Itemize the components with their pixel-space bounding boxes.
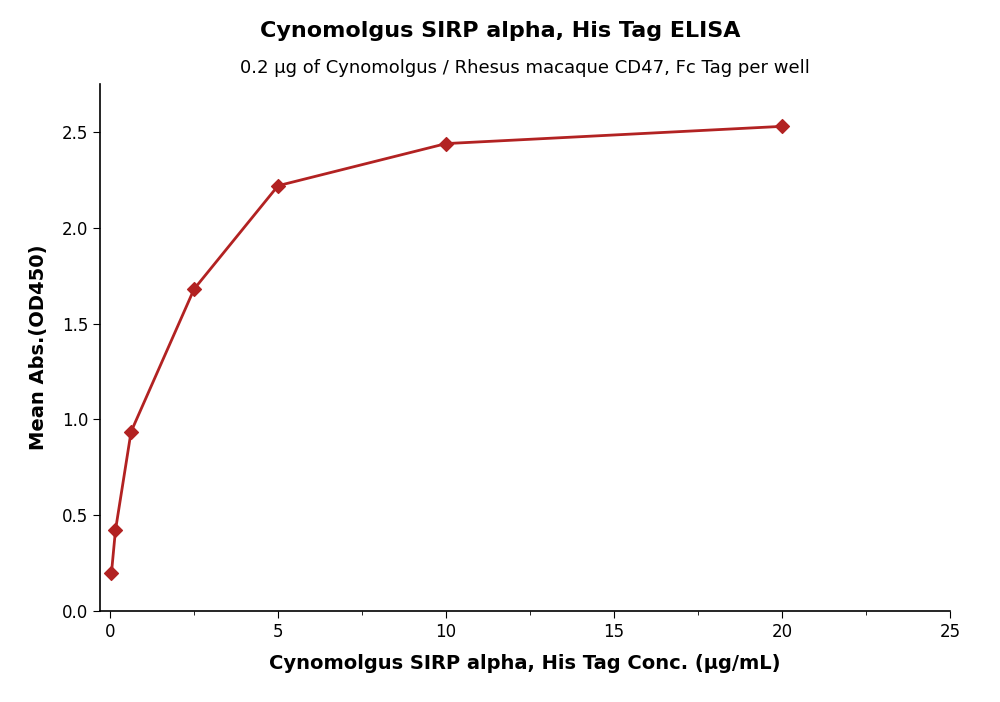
Point	[107, 524, 123, 536]
X-axis label: Cynomolgus SIRP alpha, His Tag Conc. (μg/mL): Cynomolgus SIRP alpha, His Tag Conc. (μg…	[269, 654, 781, 673]
Title: 0.2 μg of Cynomolgus / Rhesus macaque CD47, Fc Tag per well: 0.2 μg of Cynomolgus / Rhesus macaque CD…	[240, 59, 810, 77]
Text: Cynomolgus SIRP alpha, His Tag ELISA: Cynomolgus SIRP alpha, His Tag ELISA	[260, 21, 740, 41]
Point	[774, 121, 790, 132]
Point	[270, 180, 286, 192]
Point	[103, 568, 119, 579]
Point	[123, 426, 139, 437]
Point	[186, 284, 202, 295]
Y-axis label: Mean Abs.(OD450): Mean Abs.(OD450)	[29, 245, 48, 450]
Point	[438, 138, 454, 150]
